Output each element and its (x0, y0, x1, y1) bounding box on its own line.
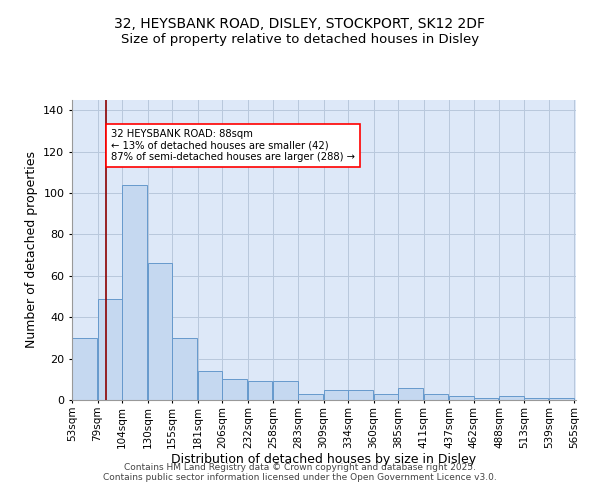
Text: Size of property relative to detached houses in Disley: Size of property relative to detached ho… (121, 32, 479, 46)
Bar (248, 382, 272, 400)
Text: 32, HEYSBANK ROAD, DISLEY, STOCKPORT, SK12 2DF: 32, HEYSBANK ROAD, DISLEY, STOCKPORT, SK… (115, 18, 485, 32)
Bar (524, 398, 548, 400)
X-axis label: Distribution of detached houses by size in Disley: Distribution of detached houses by size … (172, 453, 476, 466)
Bar (374, 394, 398, 400)
Bar (474, 398, 499, 400)
Bar (550, 398, 574, 400)
Y-axis label: Number of detached properties: Number of detached properties (25, 152, 38, 348)
Bar (172, 338, 197, 400)
Bar (398, 388, 423, 400)
Bar (298, 394, 323, 400)
Bar (148, 264, 172, 400)
Bar (323, 390, 348, 400)
Bar (449, 396, 474, 400)
Bar (98, 298, 122, 400)
Bar (198, 371, 223, 400)
Bar (348, 390, 373, 400)
Bar (72, 338, 97, 400)
Text: Contains HM Land Registry data © Crown copyright and database right 2025.: Contains HM Land Registry data © Crown c… (124, 464, 476, 472)
Bar (223, 380, 247, 400)
Bar (424, 394, 448, 400)
Text: 32 HEYSBANK ROAD: 88sqm
← 13% of detached houses are smaller (42)
87% of semi-de: 32 HEYSBANK ROAD: 88sqm ← 13% of detache… (111, 129, 355, 162)
Bar (274, 382, 298, 400)
Bar (122, 185, 146, 400)
Text: Contains public sector information licensed under the Open Government Licence v3: Contains public sector information licen… (103, 474, 497, 482)
Bar (499, 396, 524, 400)
